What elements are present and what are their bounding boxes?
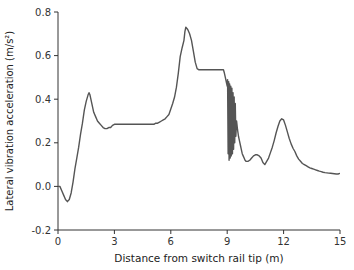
- y-axis-label: Lateral vibration acceleration (m/s²): [4, 31, 15, 212]
- x-tick: [340, 230, 341, 234]
- y-tick: [54, 142, 58, 143]
- x-tick: [170, 230, 171, 234]
- x-tick-label: 0: [55, 236, 61, 247]
- y-tick: [54, 55, 58, 56]
- y-tick-label: 0.2: [35, 137, 51, 148]
- y-tick: [54, 12, 58, 13]
- y-tick: [54, 186, 58, 187]
- x-tick-label: 15: [334, 236, 347, 247]
- y-tick: [54, 99, 58, 100]
- x-tick: [58, 230, 59, 234]
- x-tick-label: 12: [277, 236, 290, 247]
- x-tick-label: 3: [111, 236, 117, 247]
- y-tick-label: -0.2: [31, 225, 51, 236]
- y-tick-label: 0.6: [35, 50, 51, 61]
- y-tick-label: 0.8: [35, 7, 51, 18]
- data-line: [58, 27, 340, 201]
- y-tick-label: 0.4: [35, 94, 51, 105]
- plot-area: [58, 27, 340, 201]
- y-axis-line: [58, 12, 59, 230]
- x-tick-label: 9: [224, 236, 230, 247]
- x-tick-label: 6: [168, 236, 174, 247]
- chart: 0 3 6 9 12 15 -0.2 0.0 0.2 0.4 0.6 0.8 Distance from…: [0, 0, 354, 270]
- axes: 0 3 6 9 12 15 -0.2 0.0 0.2 0.4 0.6 0.8: [31, 7, 346, 248]
- x-tick: [227, 230, 228, 234]
- x-tick: [283, 230, 284, 234]
- y-tick: [54, 230, 58, 231]
- y-tick-label: 0.0: [35, 181, 51, 192]
- x-axis-label: Distance from switch rail tip (m): [114, 252, 283, 264]
- x-tick: [114, 230, 115, 234]
- x-axis-line: [58, 230, 340, 231]
